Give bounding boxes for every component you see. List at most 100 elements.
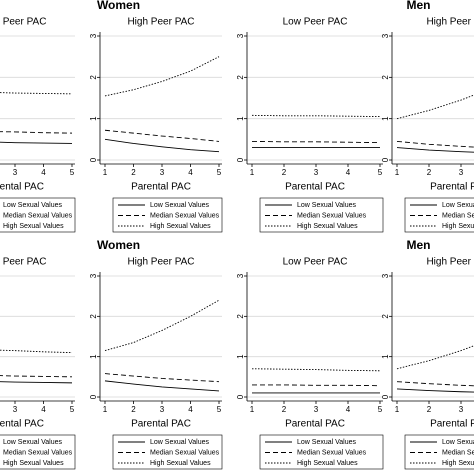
x-tick-label: 2	[131, 168, 136, 177]
panel-title: High Peer PAC	[127, 17, 194, 28]
series-line	[252, 384, 381, 387]
series-line	[0, 92, 73, 95]
panel-title: Low Peer PAC	[0, 17, 46, 28]
x-axis-label: Parental PAC	[0, 182, 44, 193]
y-tick-label: 1	[236, 354, 245, 359]
y-tick-label: 3	[236, 273, 245, 278]
legend-label: Low Sexual Values	[150, 439, 210, 446]
series-line	[0, 131, 73, 134]
x-tick-label: 5	[378, 168, 383, 177]
x-axis-label: Parental PAC	[430, 182, 474, 193]
legend-label: Median Sexual Values	[150, 449, 220, 456]
x-tick-label: 1	[250, 405, 255, 414]
panel-title: High Peer PAC	[127, 257, 194, 268]
x-tick-label: 4	[41, 405, 46, 414]
legend-box	[0, 197, 76, 233]
legend-label: High Sexual Values	[3, 460, 64, 467]
y-tick-label: 0	[89, 394, 98, 399]
series-line	[251, 140, 381, 144]
legend-label: Median Sexual Values	[442, 449, 474, 456]
series-line	[104, 129, 220, 142]
y-tick-label: 2	[89, 75, 98, 80]
series-line	[396, 147, 474, 153]
series-line	[396, 345, 474, 370]
x-tick-label: 4	[346, 405, 351, 414]
legend-label: Median Sexual Values	[297, 449, 367, 456]
y-tick-label: 1	[89, 354, 98, 359]
legend-label: Median Sexual Values	[297, 212, 367, 219]
panel-title: Low Peer PAC	[0, 257, 46, 268]
y-tick-label: 3	[381, 33, 390, 38]
y-tick-label: 0	[381, 394, 390, 399]
x-tick-label: 2	[282, 168, 287, 177]
x-tick-label: 4	[188, 405, 193, 414]
group-title: Women	[97, 238, 140, 252]
legend-label: Median Sexual Values	[150, 212, 220, 219]
x-tick-label: 3	[160, 168, 165, 177]
x-axis-label: Parental PAC	[430, 419, 474, 430]
series-line	[396, 388, 474, 393]
y-tick-label: 0	[89, 157, 98, 162]
legend-box	[112, 197, 223, 233]
legend-label: Low Sexual Values	[297, 439, 357, 446]
x-tick-label: 1	[395, 405, 400, 414]
x-tick-label: 3	[160, 405, 165, 414]
y-tick-label: 2	[381, 314, 390, 319]
panel-title: Low Peer PAC	[283, 17, 348, 28]
legend-box	[112, 434, 223, 470]
legend-label: High Sexual Values	[297, 223, 358, 230]
y-tick-label: 1	[381, 116, 390, 121]
series-line	[396, 94, 474, 120]
legend-label: Median Sexual Values	[3, 212, 73, 219]
x-tick-label: 2	[427, 168, 432, 177]
y-tick-label: 0	[236, 157, 245, 162]
series-line	[104, 373, 220, 383]
series-line	[396, 140, 474, 148]
x-tick-label: 4	[188, 168, 193, 177]
x-tick-label: 2	[427, 405, 432, 414]
y-tick-label: 2	[89, 314, 98, 319]
legend-label: High Sexual Values	[297, 460, 358, 467]
x-tick-label: 5	[217, 168, 222, 177]
x-tick-label: 3	[459, 405, 464, 414]
legend-label: Median Sexual Values	[3, 449, 73, 456]
legend-label: Low Sexual Values	[3, 202, 63, 209]
y-tick-label: 3	[89, 273, 98, 278]
group-title: Women	[97, 0, 140, 12]
series-line	[251, 368, 381, 372]
series-line	[104, 56, 220, 97]
panel-title: Low Peer PAC	[283, 257, 348, 268]
x-axis-label: Parental PAC	[131, 419, 191, 430]
x-tick-label: 3	[13, 168, 18, 177]
series-line	[0, 375, 73, 378]
x-axis-label: Parental PAC	[285, 419, 345, 430]
y-tick-label: 1	[381, 354, 390, 359]
y-tick-label: 2	[236, 314, 245, 319]
y-tick-label: 2	[236, 75, 245, 80]
legend-box	[0, 434, 76, 470]
series-line	[104, 299, 220, 352]
group-title: Men	[407, 238, 431, 252]
legend-label: Low Sexual Values	[3, 439, 63, 446]
x-tick-label: 4	[41, 168, 46, 177]
legend-label: Low Sexual Values	[297, 202, 357, 209]
x-tick-label: 5	[70, 405, 75, 414]
x-axis-label: Parental PAC	[0, 419, 44, 430]
series-line	[104, 380, 220, 392]
legend-box	[259, 434, 384, 470]
series-line	[251, 114, 381, 118]
legend-box	[404, 434, 474, 470]
legend-label: High Sexual Values	[150, 460, 211, 467]
legend-label: High Sexual Values	[3, 223, 64, 230]
group-title: Men	[407, 0, 431, 12]
x-tick-label: 5	[70, 168, 75, 177]
x-tick-label: 3	[13, 405, 18, 414]
x-tick-label: 1	[250, 168, 255, 177]
y-tick-label: 1	[236, 116, 245, 121]
x-tick-label: 1	[103, 168, 108, 177]
series-line	[396, 381, 474, 387]
x-tick-label: 4	[346, 168, 351, 177]
legend-label: High Sexual Values	[442, 460, 474, 467]
series-line	[0, 349, 73, 354]
